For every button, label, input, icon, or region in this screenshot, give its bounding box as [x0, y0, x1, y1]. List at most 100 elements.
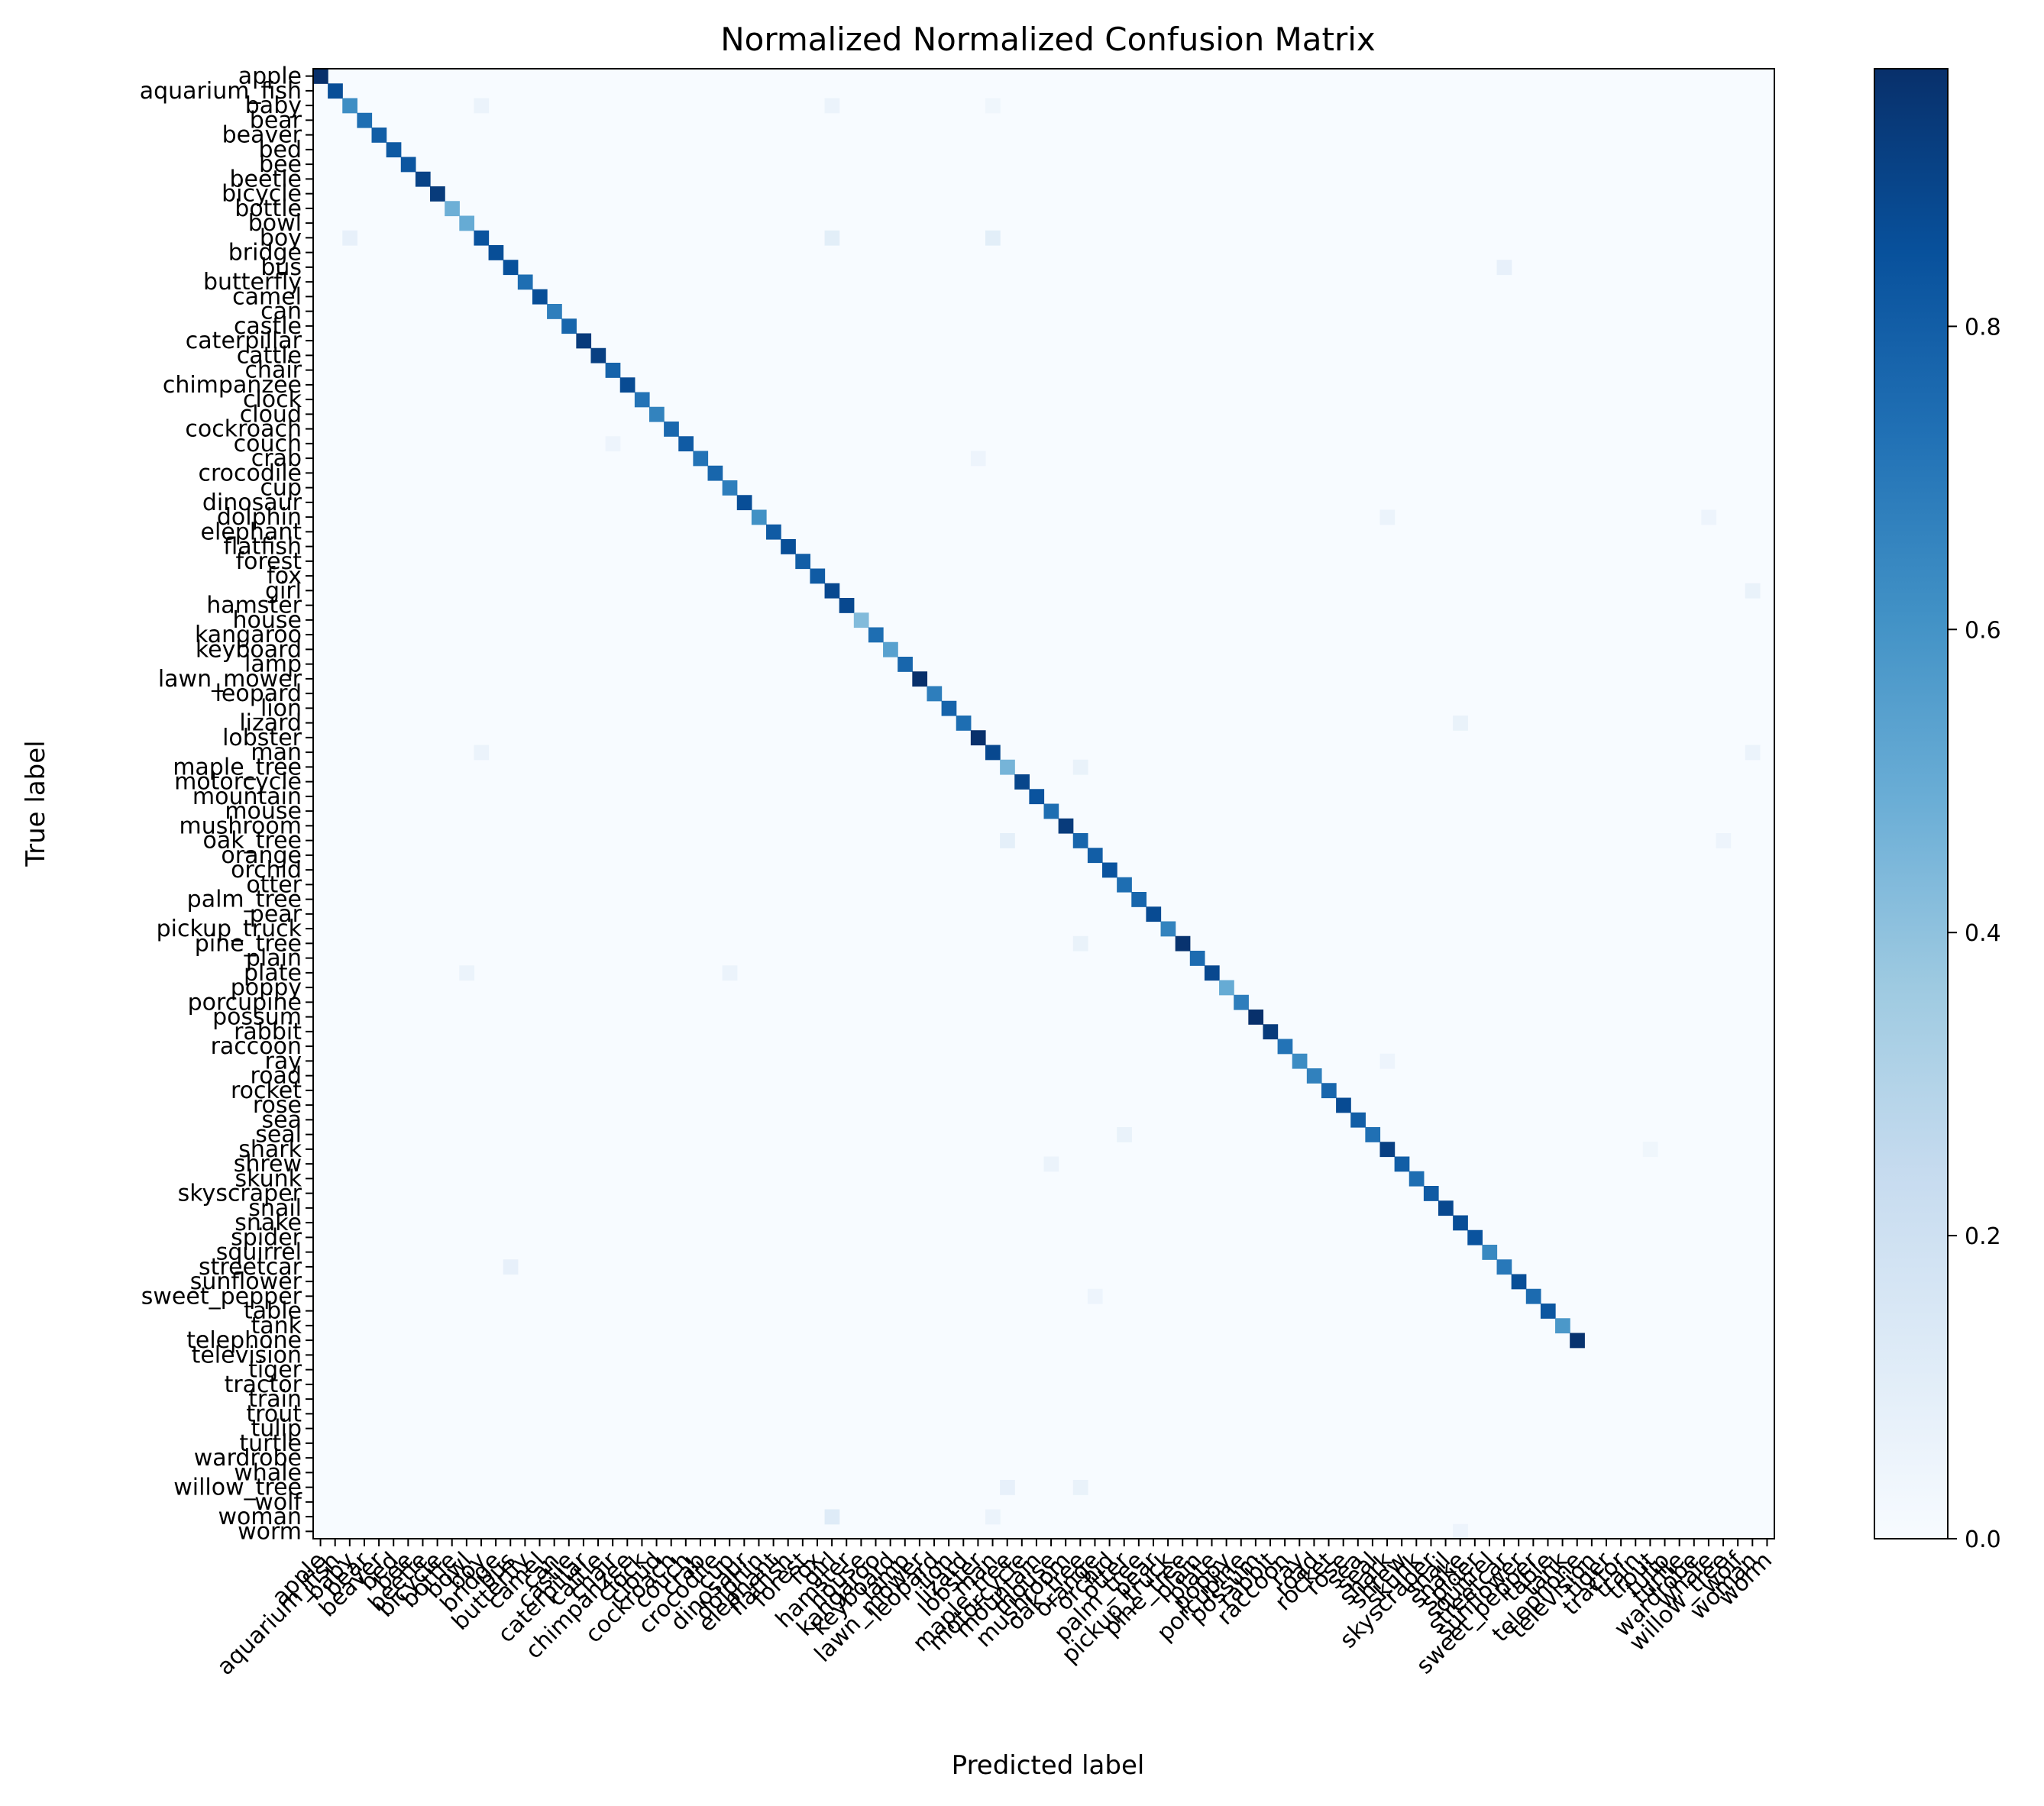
- cell-house-house: [853, 612, 869, 628]
- cell-cockroach-cockroach: [664, 422, 679, 437]
- y-tick-label-raccoon: raccoon: [211, 1033, 302, 1060]
- y-tick-label-spider: spider: [231, 1224, 302, 1251]
- y-axis: appleaquarium_fishbabybearbeaverbedbeebe…: [140, 63, 313, 1545]
- cell-bus-bus: [503, 260, 519, 276]
- y-tick-label-seal: seal: [255, 1122, 302, 1149]
- cell-plate-plate: [1204, 965, 1220, 981]
- cell-elephant-elephant: [766, 524, 781, 540]
- y-tick-label-snake: snake: [234, 1210, 302, 1236]
- cell-dolphin-shark: [1379, 509, 1396, 525]
- cell-lizard-snake: [1453, 716, 1468, 731]
- cell-man-man: [985, 745, 1001, 761]
- y-tick-label-aquarium_fish: aquarium_fish: [140, 78, 302, 105]
- y-tick-label-cloud: cloud: [240, 401, 302, 428]
- cell-aquarium_fish-aquarium_fish: [328, 83, 343, 99]
- cell-boy-girl: [824, 230, 840, 246]
- y-tick-label-lawn_mower: lawn_mower: [158, 666, 302, 693]
- cell-dolphin-whale: [1701, 509, 1717, 525]
- cell-can-can: [547, 304, 562, 319]
- cell-chimpanzee-chimpanzee: [619, 377, 636, 393]
- cell-streetcar-bus: [503, 1259, 519, 1275]
- y-axis-label: True label: [21, 740, 51, 867]
- y-tick-label-man: man: [251, 739, 302, 766]
- y-tick-label-motorcycle: motorcycle: [174, 769, 302, 796]
- y-tick-label-crab: crab: [251, 445, 302, 472]
- y-tick-label-girl: girl: [265, 577, 302, 604]
- y-tick-label-telephone: telephone: [186, 1327, 302, 1354]
- matrix-frame: [312, 68, 1775, 1539]
- y-tick-label-rose: rose: [253, 1092, 302, 1119]
- y-tick-label-dinosaur: dinosaur: [202, 489, 302, 516]
- y-tick-label-skunk: skunk: [235, 1165, 302, 1192]
- cell-crab-lobster: [970, 451, 986, 467]
- y-tick-label-kangaroo: kangaroo: [195, 622, 302, 648]
- y-tick-label-cattle: cattle: [237, 342, 302, 369]
- y-tick-label-bicycle: bicycle: [222, 181, 302, 208]
- cell-man-boy: [474, 745, 490, 761]
- cell-seal-otter: [1117, 1127, 1132, 1142]
- y-tick-label-sweet_pepper: sweet_pepper: [141, 1283, 302, 1310]
- y-tick-label-lion: lion: [260, 695, 302, 722]
- y-tick-label-bowl: bowl: [248, 210, 302, 237]
- cell-fox-fox: [810, 568, 826, 584]
- y-tick-label-rabbit: rabbit: [234, 1019, 302, 1045]
- cell-girl-woman: [1745, 583, 1761, 599]
- y-tick-label-willow_tree: willow_tree: [173, 1475, 302, 1501]
- cell-leopard-leopard: [927, 686, 943, 702]
- cell-mouse-mouse: [1043, 803, 1059, 819]
- cell-bottle-bottle: [445, 201, 460, 217]
- cell-raccoon-raccoon: [1277, 1039, 1293, 1055]
- y-tick-label-camel: camel: [232, 283, 302, 310]
- y-tick-label-bottle: bottle: [234, 195, 302, 222]
- cell-otter-otter: [1117, 877, 1132, 893]
- cell-girl-girl: [824, 583, 840, 599]
- cell-ray-shark: [1379, 1053, 1396, 1069]
- y-tick-label-mushroom: mushroom: [179, 813, 302, 839]
- cell-orange-orange: [1087, 848, 1103, 864]
- y-tick-label-beaver: beaver: [222, 122, 302, 149]
- y-tick-label-couch: couch: [234, 431, 302, 457]
- cell-oak_tree-oak_tree: [1072, 833, 1088, 848]
- y-tick-label-palm_tree: palm_tree: [187, 887, 302, 913]
- cell-beaver-beaver: [371, 128, 387, 143]
- cell-man-woman: [1745, 745, 1761, 761]
- cell-snake-snake: [1453, 1215, 1468, 1231]
- colorbar-tick-label: 0.4: [1965, 920, 2001, 947]
- y-tick-label-worm: worm: [238, 1518, 302, 1545]
- y-tick-label-shark: shark: [238, 1136, 302, 1163]
- y-tick-label-tulip: tulip: [251, 1416, 302, 1443]
- y-tick-label-chair: chair: [244, 357, 302, 384]
- cell-shrew-shrew: [1394, 1156, 1410, 1172]
- y-tick-label-apple: apple: [238, 63, 302, 90]
- cell-mushroom-mushroom: [1058, 818, 1074, 834]
- cell-snail-snail: [1438, 1200, 1454, 1216]
- y-tick-label-streetcar: streetcar: [199, 1254, 302, 1281]
- y-tick-label-beetle: beetle: [229, 166, 302, 192]
- cell-skyscraper-skyscraper: [1423, 1186, 1439, 1201]
- y-tick-label-bridge: bridge: [228, 240, 302, 267]
- x-axis-label: Predicted label: [952, 1750, 1145, 1781]
- cell-rabbit-rabbit: [1263, 1024, 1279, 1040]
- y-tick-label-boy: boy: [260, 225, 302, 251]
- colorbar-axis: 0.0 0.2 0.4 0.6 0.8: [1948, 314, 2001, 1553]
- y-tick-label-castle: castle: [234, 313, 302, 340]
- y-tick-label-sea: sea: [262, 1107, 302, 1133]
- y-tick-label-pine_tree: pine_tree: [195, 930, 302, 957]
- y-tick-label-train: train: [248, 1386, 302, 1413]
- cell-crab-crab: [693, 451, 709, 467]
- cell-kangaroo-kangaroo: [868, 627, 884, 643]
- cell-plain-plain: [1189, 951, 1205, 966]
- y-tick-label-wardrobe: wardrobe: [194, 1445, 302, 1472]
- cell-seal-seal: [1365, 1127, 1381, 1142]
- cell-dolphin-dolphin: [751, 509, 767, 525]
- cell-boy-man: [985, 230, 1001, 246]
- cell-keyboard-keyboard: [883, 641, 898, 657]
- y-tick-label-lamp: lamp: [244, 651, 302, 678]
- colorbar-tick-label: 0.6: [1965, 617, 2001, 644]
- cell-oak_tree-maple_tree: [1000, 833, 1015, 848]
- cell-boy-boy: [474, 230, 490, 246]
- cell-squirrel-squirrel: [1482, 1245, 1498, 1260]
- cell-telephone-telephone: [1570, 1333, 1585, 1349]
- y-tick-label-keyboard: keyboard: [196, 636, 302, 663]
- y-tick-label-shrew: shrew: [234, 1151, 302, 1178]
